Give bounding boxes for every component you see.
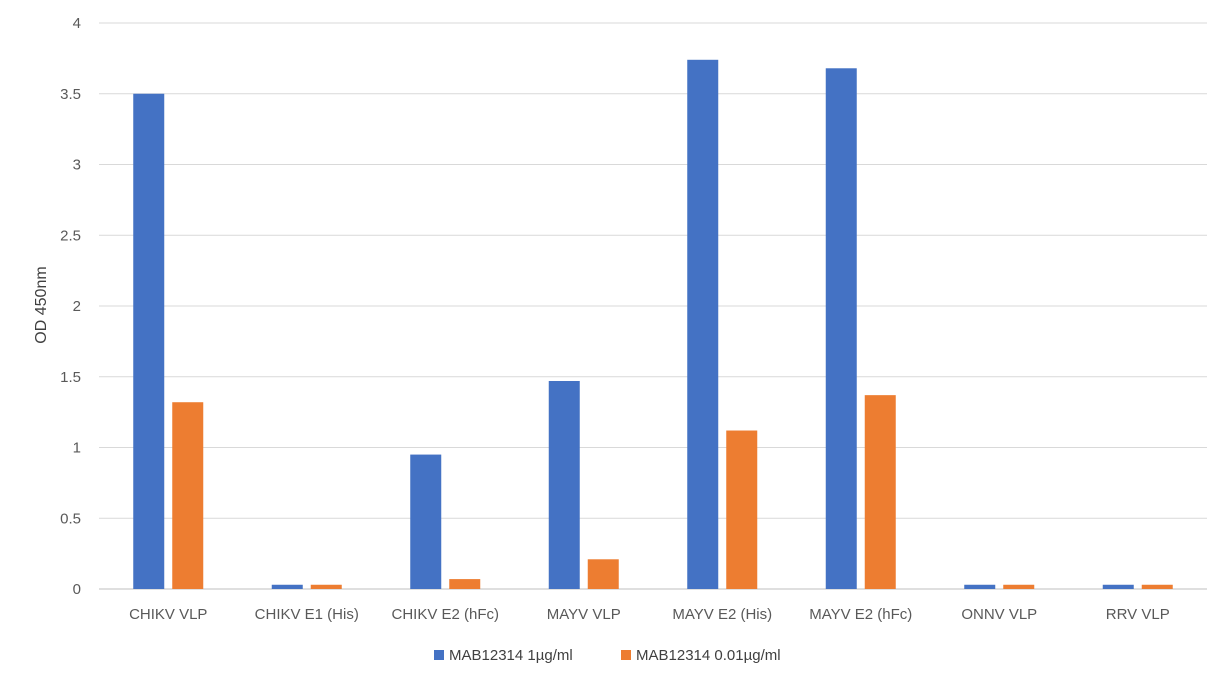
x-tick-label: MAYV E2 (His) — [672, 606, 772, 623]
y-tick-label: 3.5 — [60, 86, 81, 103]
y-axis-label: OD 450nm — [33, 266, 50, 343]
legend: MAB12314 1µg/ml MAB12314 0.01µg/ml — [434, 647, 781, 664]
y-tick-label: 2.5 — [60, 227, 81, 244]
y-tick-label: 2 — [73, 298, 81, 315]
y-tick-label: 1.5 — [60, 369, 81, 386]
x-axis-ticks: CHIKV VLP CHIKV E1 (His) CHIKV E2 (hFc) MAY… — [129, 606, 1170, 623]
bar-series2 — [726, 430, 758, 589]
bar-series2 — [449, 579, 481, 589]
bar-series1 — [1102, 584, 1134, 589]
bar-series2 — [310, 584, 342, 589]
y-tick-label: 0.5 — [60, 510, 81, 527]
gridlines — [99, 22, 1207, 590]
x-tick-label: RRV VLP — [1106, 606, 1170, 623]
bar-series2 — [864, 395, 896, 589]
x-tick-label: CHIKV E1 (His) — [255, 606, 359, 623]
y-tick-label: 3 — [73, 157, 81, 174]
bar-series1 — [548, 380, 580, 589]
bar-series1 — [271, 584, 303, 589]
y-tick-label: 1 — [73, 440, 81, 457]
bar-series2 — [172, 402, 204, 589]
legend-label: MAB12314 1µg/ml — [449, 647, 573, 664]
x-tick-label: MAYV VLP — [547, 606, 621, 623]
legend-swatch — [434, 650, 444, 660]
bar-series1 — [687, 59, 719, 590]
bar-series1 — [825, 68, 857, 589]
y-axis-ticks: 0 0.5 1 1.5 2 2.5 3 3.5 4 — [60, 15, 81, 598]
x-tick-label: MAYV E2 (hFc) — [809, 606, 912, 623]
bar-series2 — [1003, 584, 1035, 589]
bar-series2 — [587, 559, 619, 589]
x-tick-label: ONNV VLP — [961, 606, 1037, 623]
y-tick-label: 0 — [73, 581, 81, 598]
bar-series2 — [1141, 584, 1173, 589]
legend-label: MAB12314 0.01µg/ml — [636, 647, 781, 664]
y-tick-label: 4 — [73, 15, 81, 32]
bar-series1 — [133, 93, 165, 589]
bars — [133, 59, 1173, 590]
x-tick-label: CHIKV E2 (hFc) — [391, 606, 499, 623]
bar-series1 — [964, 584, 996, 589]
bar-series1 — [410, 454, 442, 589]
legend-swatch — [621, 650, 631, 660]
x-tick-label: CHIKV VLP — [129, 606, 207, 623]
